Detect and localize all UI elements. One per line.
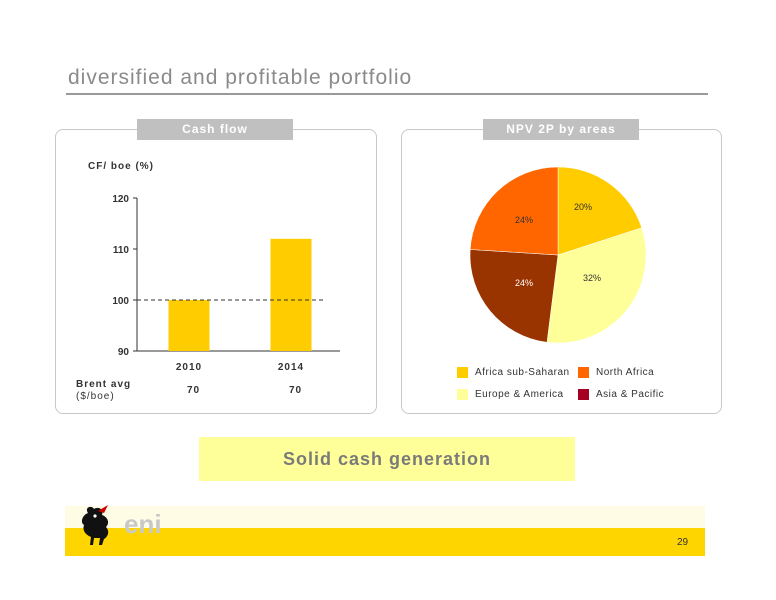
- slide-title: diversified and profitable portfolio: [68, 66, 413, 89]
- y-tick-label: 100: [112, 296, 129, 307]
- pie-slice-brown: [469, 249, 559, 343]
- legend-swatch-africa-sub-saharan: [457, 367, 468, 378]
- npv-header: NPV 2P by areas: [483, 119, 639, 140]
- legend-swatch-asia-pacific: [578, 389, 589, 400]
- legend-swatch-north-africa: [578, 367, 589, 378]
- brent-value-2010: 70: [187, 385, 201, 396]
- bar-2014: [270, 238, 312, 351]
- y-tick-label: 90: [118, 347, 130, 358]
- cash-flow-header: Cash flow: [137, 119, 293, 140]
- x-tick-label: 2010: [176, 362, 202, 373]
- pie-label: 32%: [583, 273, 601, 283]
- footer-pale-band: [65, 506, 705, 528]
- solid-cash-generation-banner: Solid cash generation: [199, 437, 575, 481]
- pie-label: 20%: [574, 202, 592, 212]
- pie-slice-europe-america: [546, 227, 647, 344]
- brent-value-2014: 70: [289, 385, 303, 396]
- footer-band: [65, 528, 705, 556]
- eni-wordmark: eni: [124, 509, 162, 539]
- eni-logo: eni: [74, 503, 184, 552]
- y-tick-label: 120: [112, 194, 129, 205]
- legend-north-africa: North Africa: [596, 367, 655, 378]
- legend-asia-pacific: Asia & Pacific: [596, 389, 665, 400]
- bar-2010: [168, 300, 210, 351]
- pie-label: 24%: [515, 278, 533, 288]
- y-tick-label: 110: [113, 245, 130, 256]
- page-number: 29: [677, 537, 689, 548]
- x-tick-label: 2014: [278, 362, 304, 373]
- cf-unit-label: CF/ boe (%): [88, 161, 154, 172]
- pie-label: 24%: [515, 215, 533, 225]
- legend-europe-america: Europe & America: [475, 389, 564, 400]
- pie-slice-north-africa: [469, 166, 559, 256]
- title-divider: [66, 93, 708, 95]
- legend-africa-sub-saharan: Africa sub-Saharan: [475, 367, 570, 378]
- legend-swatch-europe-america: [457, 389, 468, 400]
- pie-slice-africa-sub-saharan: [557, 166, 643, 256]
- brent-unit-label: ($/boe): [76, 391, 115, 402]
- six-legged-dog-icon: [81, 505, 109, 545]
- brent-label: Brent avg: [76, 379, 132, 390]
